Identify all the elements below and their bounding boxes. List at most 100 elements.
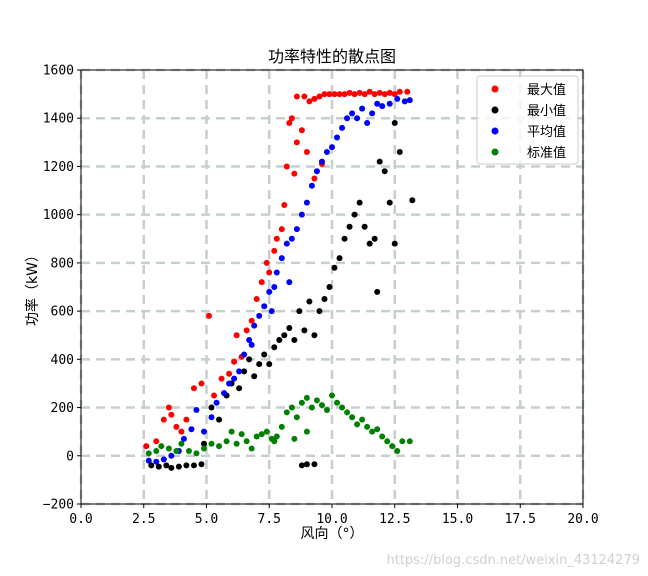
data-point (258, 431, 265, 438)
data-point (281, 332, 288, 339)
data-point (394, 447, 401, 454)
data-point (213, 399, 220, 406)
data-point (331, 91, 338, 98)
data-point (391, 240, 398, 247)
data-point (283, 240, 290, 247)
data-point (293, 139, 300, 146)
data-point (303, 461, 310, 468)
data-point (381, 168, 388, 175)
data-point (248, 445, 255, 452)
data-point (311, 332, 318, 339)
data-point (341, 235, 348, 242)
data-point (331, 264, 338, 271)
y-tick-label: 0 (66, 449, 74, 464)
legend-marker (491, 85, 499, 93)
data-point (298, 462, 305, 469)
data-point (288, 235, 295, 242)
data-point (376, 158, 383, 165)
data-point (339, 124, 346, 131)
data-point (384, 438, 391, 445)
data-point (306, 298, 313, 305)
data-point (391, 120, 398, 127)
data-point (246, 356, 253, 363)
data-point (253, 433, 260, 440)
data-point (258, 279, 265, 286)
data-point (278, 226, 285, 233)
data-point (155, 463, 162, 470)
data-point (188, 426, 195, 433)
data-point (406, 438, 413, 445)
data-point (200, 428, 207, 435)
y-tick-label: 1200 (43, 160, 74, 175)
data-point (273, 433, 280, 440)
data-point (168, 452, 175, 459)
data-point (266, 288, 273, 295)
data-point (386, 89, 393, 96)
data-point (401, 98, 408, 105)
data-point (323, 148, 330, 155)
data-point (241, 351, 248, 358)
data-point (404, 88, 411, 95)
data-point (281, 202, 288, 209)
x-tick-label: 7.5 (258, 512, 281, 527)
data-point (379, 433, 386, 440)
data-point (178, 428, 185, 435)
data-point (200, 440, 207, 447)
data-point (221, 390, 228, 397)
data-point (344, 115, 351, 122)
data-point (271, 438, 278, 445)
data-point (316, 308, 323, 315)
data-point (223, 438, 230, 445)
series-3 (145, 392, 413, 457)
data-point (306, 98, 313, 105)
data-point (354, 115, 361, 122)
data-point (193, 450, 200, 457)
data-point (153, 438, 160, 445)
data-point (409, 197, 416, 204)
legend-label: 标准值 (527, 145, 566, 161)
y-tick-label: 400 (51, 353, 74, 368)
data-point (298, 399, 305, 406)
data-point (278, 423, 285, 430)
data-point (160, 456, 167, 463)
data-point (261, 303, 268, 310)
data-point (334, 399, 341, 406)
data-point (198, 380, 205, 387)
data-point (231, 358, 238, 365)
data-point (339, 404, 346, 411)
data-point (303, 428, 310, 435)
data-point (168, 464, 175, 471)
x-tick-label: 20.0 (567, 512, 598, 527)
data-point (326, 284, 333, 290)
data-point (293, 93, 300, 100)
data-point (406, 97, 413, 104)
data-point (303, 394, 310, 401)
y-tick-label: 200 (51, 401, 74, 416)
data-point (160, 416, 167, 423)
data-point (379, 103, 386, 110)
data-point (218, 375, 225, 382)
data-point (293, 414, 300, 421)
data-point (243, 438, 250, 445)
data-point (334, 134, 341, 141)
data-point (283, 163, 290, 170)
data-point (278, 255, 285, 262)
data-point (366, 88, 373, 95)
data-point (168, 411, 175, 418)
x-axis-title: 风向（°） (301, 526, 364, 542)
data-point (256, 361, 263, 368)
data-point (298, 211, 305, 218)
data-point (263, 428, 270, 435)
data-point (153, 447, 160, 454)
data-point (341, 91, 348, 98)
data-point (288, 115, 295, 122)
legend-marker (491, 148, 499, 156)
data-point (371, 235, 378, 242)
data-point (374, 426, 381, 433)
data-point (361, 223, 368, 230)
data-point (163, 462, 170, 469)
data-point (346, 89, 353, 96)
data-point (361, 91, 368, 98)
data-point (296, 308, 303, 315)
data-point (173, 447, 180, 454)
